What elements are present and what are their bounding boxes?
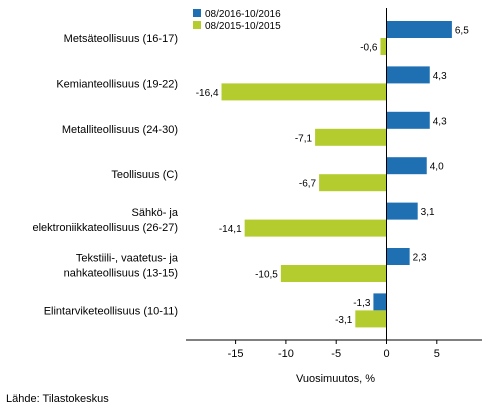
x-tick-label: 0 — [383, 348, 389, 360]
bar — [386, 157, 427, 175]
category-label: Metalliteollisuus (24-30) — [62, 124, 178, 136]
category-label: Teollisuus (C) — [111, 169, 178, 181]
bar — [280, 265, 387, 282]
legend-swatch — [193, 21, 201, 29]
bar — [244, 219, 387, 237]
bar — [386, 66, 430, 84]
data-label: 4,3 — [433, 71, 447, 82]
x-tick-label: -5 — [331, 348, 341, 360]
legend-label: 08/2016-10/2016 — [205, 9, 281, 20]
category-label: elektroniikkateollisuus (26-27) — [32, 222, 178, 234]
category-label: Metsäteollisuus (16-17) — [64, 33, 178, 45]
bar — [386, 21, 452, 38]
bar — [373, 293, 387, 311]
bar — [355, 310, 387, 328]
bar — [315, 128, 387, 146]
data-label: -14,1 — [219, 224, 242, 235]
bar — [380, 38, 387, 55]
bar — [386, 202, 418, 220]
category-label: nahkateollisuus (13-15) — [64, 268, 178, 280]
source-note: Lähde: Tilastokeskus — [6, 393, 109, 405]
data-label: -10,5 — [255, 270, 278, 281]
data-label: 6,5 — [455, 26, 469, 37]
data-label: 4,0 — [430, 162, 444, 173]
data-label: -3,1 — [335, 315, 353, 326]
data-label: -1,3 — [353, 298, 371, 309]
bar — [221, 83, 387, 101]
x-tick-label: -15 — [228, 348, 244, 360]
legend-label: 08/2015-10/2015 — [205, 21, 281, 32]
legend-swatch — [193, 9, 201, 17]
data-label: -0,6 — [360, 43, 378, 54]
bar — [386, 111, 430, 129]
bar — [386, 248, 410, 265]
bar — [319, 174, 387, 192]
category-label: Sähkö- ja — [132, 207, 179, 219]
data-label: 2,3 — [413, 253, 427, 264]
category-label: Tekstiili-, vaatetus- ja — [76, 253, 179, 265]
data-label: -6,7 — [299, 179, 317, 190]
x-tick-label: -10 — [278, 348, 294, 360]
category-label: Kemianteollisuus (19-22) — [56, 78, 178, 90]
x-tick-label: 5 — [434, 348, 440, 360]
x-axis-title: Vuosimuutos, % — [296, 373, 375, 385]
data-label: -7,1 — [295, 133, 313, 144]
data-label: 3,1 — [421, 207, 435, 218]
data-label: -16,4 — [196, 88, 219, 99]
category-label: Elintarviketeollisuus (10-11) — [44, 305, 178, 317]
data-label: 4,3 — [433, 116, 447, 127]
